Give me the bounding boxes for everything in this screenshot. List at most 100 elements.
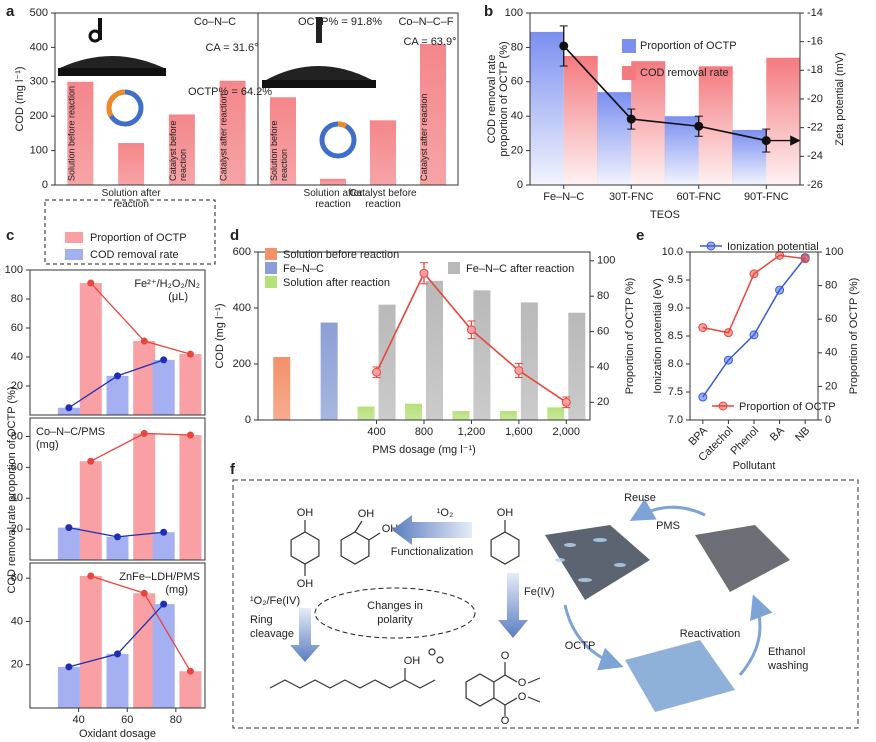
axis-label: Zeta potential (mV) (834, 52, 846, 146)
cycle-arrow (629, 498, 706, 521)
bar (547, 407, 565, 420)
diagram: OH OH OH OH OH OH O O O O ¹O₂ Functional… (232, 479, 859, 729)
x-axis-label: PMS dosage (mg l⁻¹) (372, 444, 476, 456)
tick-label: 20 (597, 396, 609, 408)
point (723, 328, 733, 338)
bar (106, 653, 129, 708)
tick-label: 80 (11, 293, 23, 305)
diagram-label: polarity (377, 614, 413, 626)
tick-label: -18 (807, 64, 823, 76)
point (372, 367, 382, 377)
diagram-label: Fe(IV) (524, 586, 555, 598)
x-tick-label: Fe–N–C (543, 191, 584, 203)
tick-label: 10.0 (662, 246, 683, 258)
tick-label: -26 (807, 179, 823, 191)
tick-label: 9.0 (668, 302, 683, 314)
tick-label: 40 (11, 615, 23, 627)
cycle-arrow (738, 594, 773, 676)
bar (320, 322, 338, 420)
plot-frame (29, 269, 206, 416)
point (160, 528, 168, 536)
plot-frame (29, 417, 206, 561)
diagram-label: Functionalization (391, 546, 474, 558)
tick-label: 100 (597, 255, 615, 267)
axis-label: COD removal rate (486, 55, 498, 144)
point (561, 397, 571, 407)
point (160, 600, 168, 608)
annotation: Fe²⁺/H₂O₂/N₂ (134, 278, 200, 290)
label-box: Solution after reaction (304, 188, 363, 210)
atom-label: OH (297, 578, 314, 590)
legend-label: Proportion of OCTP (739, 401, 836, 413)
panel-letter: c (6, 227, 14, 244)
label-box: Catalyst before reaction (168, 120, 188, 181)
legend-swatch (65, 249, 83, 260)
point (800, 254, 810, 264)
bar (118, 143, 145, 185)
bar (520, 302, 538, 420)
bar (378, 304, 396, 420)
tick-label: 20 (11, 523, 23, 535)
annotation: OCTP% = 91.8% (298, 16, 382, 28)
tick-label: -24 (807, 150, 823, 162)
diagram-label: Ring (250, 614, 273, 626)
x-tick-label: 1,200 (458, 426, 486, 438)
atom-label: OH (297, 507, 314, 519)
bar (133, 433, 156, 560)
bar (273, 357, 291, 420)
annotation: OCTP% = 64.2% (188, 86, 272, 98)
annotation: Co–N–C/PMS (36, 426, 105, 438)
label-box: Catalyst before reaction (349, 188, 416, 210)
point (114, 372, 121, 380)
point (694, 121, 704, 131)
point (749, 330, 759, 340)
axis-label: Ionization potential (eV) (652, 278, 664, 394)
tick-label: 80 (825, 280, 837, 292)
legend-label: COD removal rate (90, 249, 179, 261)
atom-label: O (518, 691, 527, 703)
atom-label: O (501, 715, 510, 727)
x-axis-label: TEOS (650, 209, 680, 221)
tick-label: 60 (597, 325, 609, 337)
legend-label: Solution before reaction (283, 249, 399, 261)
legend-box (44, 199, 216, 265)
bar (426, 280, 443, 420)
bar (529, 31, 564, 186)
x-tick-label: NB (793, 425, 812, 444)
legend-label: Proportion of OCTP (640, 40, 737, 52)
droplet-inset (262, 17, 376, 89)
x-axis-label: Pollutant (733, 460, 776, 472)
tick-label: 80 (11, 430, 23, 442)
legend-label: Ionization potential (727, 241, 819, 253)
annotation: CA = 31.6° (205, 42, 258, 54)
x-tick-label: BA (768, 424, 787, 443)
point (186, 431, 194, 439)
tick-label: -14 (807, 7, 823, 19)
x-tick-label: Phenol (728, 425, 761, 458)
point (698, 323, 708, 333)
annotation: (μL) (168, 291, 188, 303)
atom-label: O (518, 677, 527, 689)
axis-label: COD removal rate proportion of OCTP (%) (6, 386, 18, 593)
point (775, 250, 785, 260)
legend-label: Solution after reaction (283, 277, 390, 289)
x-tick-label: 80 (170, 714, 182, 726)
plot-frame (29, 562, 206, 709)
diagram-label: Reactivation (680, 628, 741, 640)
bar (597, 92, 632, 185)
bar (357, 406, 375, 420)
tick-label: 80 (511, 41, 523, 53)
point (114, 533, 121, 541)
x-tick-label: 60T-FNC (676, 191, 721, 203)
legend-label: Proportion of OCTP (90, 232, 187, 244)
diagram-label: Ethanol (768, 646, 805, 658)
bar (766, 57, 801, 185)
bar (133, 341, 156, 415)
bar-label: Catalyst before reaction (168, 120, 188, 181)
atom-label: O (501, 650, 510, 662)
point (749, 269, 759, 279)
point (140, 589, 148, 597)
tick-label: 20 (11, 659, 23, 671)
tick-label: 200 (30, 110, 48, 122)
point (466, 325, 476, 335)
